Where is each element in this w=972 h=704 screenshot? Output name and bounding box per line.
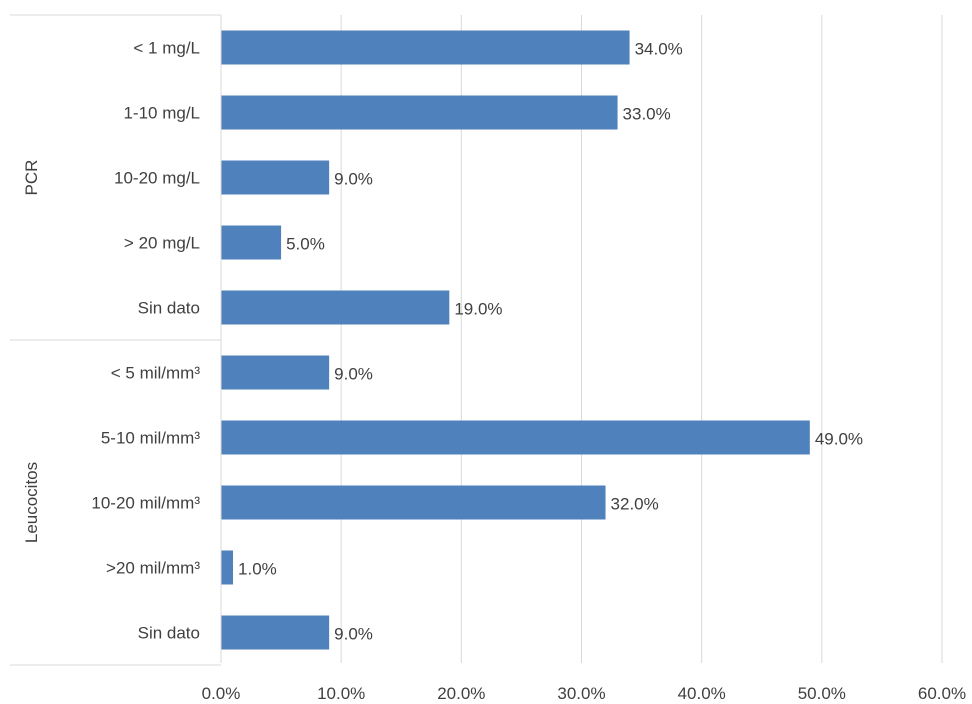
x-tick-label: 60.0% [918,684,966,703]
bar [221,225,282,260]
data-label: 5.0% [286,235,325,254]
data-label: 19.0% [454,300,502,319]
bar [221,420,810,455]
data-label: 34.0% [635,40,683,59]
category-label: 10-20 mg/L [114,169,200,188]
bars [221,30,810,650]
category-label: Sin dato [138,624,200,643]
data-label: 9.0% [334,170,373,189]
category-label: < 1 mg/L [133,39,200,58]
x-tick-label: 10.0% [317,684,365,703]
data-label: 33.0% [623,105,671,124]
data-label: 1.0% [238,560,277,579]
data-label: 9.0% [334,625,373,644]
category-label: > 20 mg/L [124,234,200,253]
bar [221,355,330,390]
category-label: 5-10 mil/mm³ [101,429,201,448]
category-label: Sin dato [138,299,200,318]
bar [221,290,450,325]
group-label: Leucocitos [22,462,41,543]
bar [221,550,234,585]
bar [221,95,618,130]
x-tick-label: 50.0% [798,684,846,703]
group-label: PCR [22,160,41,196]
bar [221,30,630,65]
data-label: 32.0% [611,495,659,514]
axes [10,14,222,666]
data-label: 9.0% [334,365,373,384]
category-label: >20 mil/mm³ [106,559,200,578]
data-label: 49.0% [815,430,863,449]
category-label: 10-20 mil/mm³ [91,494,200,513]
bar [221,485,606,520]
labels: 0.0% 10.0% 20.0% 30.0% 40.0% 50.0% 60.0% < 1 mg… [22,39,966,704]
x-tick-label: 40.0% [678,684,726,703]
x-tick-label: 0.0% [202,684,241,703]
category-label: < 5 mil/mm³ [111,364,201,383]
x-tick-label: 20.0% [437,684,485,703]
bar [221,160,330,195]
category-label: 1-10 mg/L [123,104,200,123]
x-tick-label: 30.0% [557,684,605,703]
bar [221,615,330,650]
